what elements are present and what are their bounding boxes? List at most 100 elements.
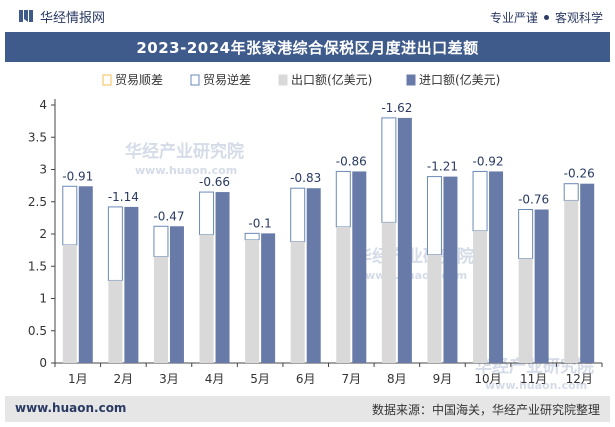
import-bar: [306, 188, 321, 363]
legend-swatch: [406, 74, 416, 86]
month-group: -0.1: [244, 216, 276, 363]
footer: www.huaon.com 数据来源：中国海关，华经产业研究院整理: [5, 396, 610, 422]
x-tick-label: 11月: [520, 372, 547, 386]
balance-label: -0.83: [290, 171, 321, 185]
y-tick-label: 0: [39, 356, 47, 370]
dot-separator: [543, 15, 549, 20]
month-group: -1.14: [108, 190, 139, 363]
legend-swatch: [190, 74, 200, 86]
slogan-left: 专业严谨: [489, 11, 538, 25]
y-tick-label: 3.5: [28, 130, 47, 144]
watermark-text: 华经产业研究院: [125, 141, 244, 162]
balance-label: -0.92: [473, 154, 504, 168]
legend-swatch: [278, 74, 288, 86]
import-bar: [169, 226, 184, 363]
import-bar: [352, 171, 367, 363]
legend-item: 进口额(亿美元): [406, 72, 500, 87]
export-bar: [245, 239, 260, 363]
slogan: 专业严谨 客观科学: [490, 9, 603, 26]
import-bar: [534, 209, 549, 363]
balance-bar: [244, 232, 260, 241]
import-bar: [489, 171, 504, 363]
month-group: -0.92: [473, 154, 504, 363]
export-bar: [473, 230, 488, 363]
brand-name: 华经情报网: [40, 10, 106, 26]
x-tick-label: 3月: [159, 372, 179, 386]
export-bar: [518, 258, 533, 363]
month-group: -0.76: [518, 192, 549, 363]
balance-label: -0.26: [564, 167, 595, 181]
watermark-url: www.huaon.com: [135, 164, 237, 177]
x-tick-label: 2月: [114, 372, 134, 386]
balance-label: -1.62: [381, 101, 412, 115]
y-tick-label: 2: [39, 227, 47, 241]
balance-bar: [426, 176, 442, 256]
legend-label: 贸易逆差: [203, 72, 251, 87]
balance-bar: [153, 225, 169, 258]
x-tick-label: 9月: [433, 372, 453, 386]
balance-label: -0.76: [518, 192, 549, 206]
export-bar: [381, 222, 396, 363]
balance-bar: [381, 117, 397, 223]
month-group: -1.21: [427, 160, 458, 363]
y-tick-label: 2.5: [28, 195, 47, 209]
y-tick-label: 4: [39, 98, 47, 112]
import-bar: [261, 233, 276, 363]
balance-label: -0.86: [336, 154, 367, 168]
export-bar: [290, 241, 305, 363]
balance-bar: [290, 187, 306, 243]
balance-bar: [472, 170, 488, 232]
chart-title: 2023-2024年张家港综合保税区月度进出口差额: [136, 38, 479, 57]
month-group: -0.47: [153, 209, 184, 363]
export-bar: [427, 254, 442, 363]
x-tick-label: 10月: [474, 372, 501, 386]
export-bar: [62, 244, 77, 363]
y-tick-label: 1.5: [28, 259, 47, 273]
slogan-right: 客观科学: [554, 11, 603, 25]
x-tick-label: 7月: [341, 372, 361, 386]
balance-label: -1.21: [427, 160, 458, 174]
x-tick-label: 8月: [387, 372, 407, 386]
balance-label: -0.91: [62, 169, 93, 183]
month-group: -0.91: [62, 169, 93, 363]
month-group: -0.83: [290, 171, 321, 363]
import-bar: [78, 186, 93, 363]
export-bar: [564, 200, 579, 363]
export-bar: [199, 234, 214, 363]
watermark-url: www.huaon.com: [485, 379, 587, 392]
balance-bar: [335, 170, 351, 228]
month-group: -1.62: [381, 101, 412, 364]
balance-bar: [518, 208, 534, 260]
month-group: -0.26: [564, 167, 595, 363]
y-tick-label: 1: [39, 292, 47, 306]
legend-label: 出口额(亿美元): [291, 72, 372, 87]
balance-label: -1.14: [108, 190, 139, 204]
brand: 华经情报网: [18, 7, 106, 26]
import-bar: [215, 192, 230, 363]
balance-label: -0.47: [153, 209, 184, 223]
legend-swatch: [102, 74, 112, 86]
x-tick-label: 1月: [68, 372, 88, 386]
import-bar: [397, 117, 412, 364]
export-bar: [336, 226, 351, 363]
top-bar: 华经情报网 专业严谨 客观科学: [0, 0, 615, 32]
legend-item: 贸易顺差: [102, 73, 163, 87]
y-tick-label: 3: [39, 163, 47, 177]
y-tick-label: 0.5: [28, 324, 47, 338]
legend: 贸易顺差 贸易逆差 出口额(亿美元) 进口额(亿美元): [102, 72, 500, 87]
chart-title-bar: 2023-2024年张家港综合保税区月度进出口差额: [5, 32, 610, 62]
footer-source: 数据来源：中国海关，华经产业研究院整理: [371, 403, 600, 417]
legend-label: 贸易顺差: [115, 73, 163, 87]
balance-label: -0.1: [248, 216, 271, 230]
legend-item: 贸易逆差: [190, 72, 251, 87]
balance-bar: [62, 185, 78, 246]
logo-icon: [19, 10, 33, 22]
import-bar: [124, 206, 139, 363]
balance-label: -0.66: [199, 175, 230, 189]
month-group: -0.86: [336, 154, 367, 363]
balance-bar: [199, 191, 215, 236]
balance-bar: [563, 183, 579, 201]
legend-label: 进口额(亿美元): [419, 72, 500, 87]
month-group: -0.66: [199, 175, 230, 363]
x-tick-label: 5月: [250, 372, 270, 386]
